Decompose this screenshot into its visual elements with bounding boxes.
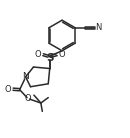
Text: N: N	[22, 72, 29, 81]
Text: O: O	[25, 94, 31, 103]
Text: O: O	[35, 50, 41, 59]
Text: N: N	[95, 23, 102, 32]
Text: S: S	[46, 53, 53, 63]
Text: O: O	[59, 50, 65, 59]
Text: O: O	[4, 85, 11, 94]
